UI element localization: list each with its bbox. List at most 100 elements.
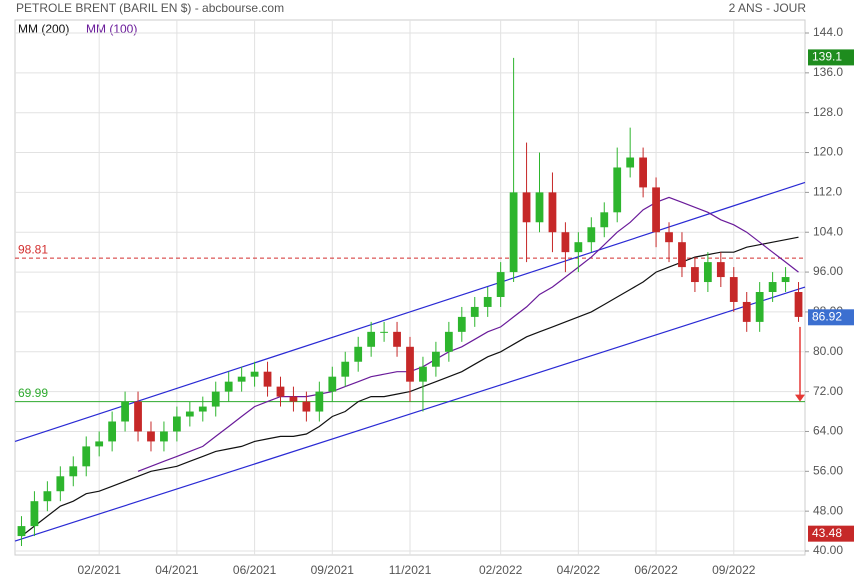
candle-body bbox=[703, 262, 712, 283]
candle-body bbox=[302, 401, 311, 412]
candle-body bbox=[82, 446, 91, 467]
candle-body bbox=[328, 376, 337, 392]
candle-body bbox=[276, 386, 285, 397]
candle-body bbox=[224, 381, 233, 392]
y-tick-label: 120.0 bbox=[813, 145, 843, 159]
candle-body bbox=[548, 192, 557, 233]
y-tick-label: 112.0 bbox=[813, 185, 842, 199]
candle-body bbox=[665, 232, 673, 243]
candle-body bbox=[457, 316, 466, 332]
candle-body bbox=[56, 476, 65, 492]
candle-body bbox=[393, 331, 401, 347]
candle-body bbox=[794, 292, 803, 317]
y-tick-label: 96.00 bbox=[813, 264, 843, 278]
candle-body bbox=[406, 346, 414, 382]
candle-body bbox=[95, 441, 104, 447]
candle-body bbox=[160, 431, 168, 442]
y-tick-label: 72.00 bbox=[813, 384, 843, 398]
candle-body bbox=[354, 346, 363, 362]
candle-body bbox=[185, 411, 194, 417]
candle-body bbox=[496, 272, 505, 297]
x-tick-label: 04/2021 bbox=[155, 563, 199, 577]
candle-body bbox=[432, 351, 440, 367]
candle-body bbox=[755, 292, 764, 322]
candle-body bbox=[574, 242, 583, 253]
price-label-box bbox=[808, 309, 854, 326]
candle-body bbox=[600, 212, 609, 228]
candle-body bbox=[483, 296, 492, 307]
candle-body bbox=[652, 187, 660, 233]
candle-body bbox=[768, 282, 777, 292]
candle-body bbox=[69, 466, 78, 477]
candle-body bbox=[781, 277, 790, 283]
candle-body bbox=[43, 491, 52, 502]
x-tick-label: 09/2021 bbox=[311, 563, 355, 577]
candle-body bbox=[742, 301, 751, 322]
candle-body bbox=[17, 526, 26, 537]
candle-body bbox=[613, 167, 622, 213]
x-tick-label: 09/2022 bbox=[712, 563, 756, 577]
y-tick-label: 80.00 bbox=[813, 344, 843, 358]
candle-body bbox=[108, 421, 117, 442]
candle-body bbox=[509, 192, 518, 273]
moving-average bbox=[137, 196, 799, 472]
x-tick-label: 02/2022 bbox=[479, 563, 523, 577]
candle-body bbox=[134, 401, 142, 432]
y-tick-label: 64.00 bbox=[813, 424, 843, 438]
level-label: 69.99 bbox=[18, 386, 48, 400]
candle-body bbox=[367, 331, 376, 347]
y-tick-label: 40.00 bbox=[813, 543, 843, 557]
candle-body bbox=[419, 366, 427, 382]
candle-body bbox=[470, 306, 479, 317]
candle-body bbox=[30, 501, 39, 527]
target-arrowhead bbox=[795, 394, 805, 402]
y-tick-label: 144.0 bbox=[813, 25, 843, 39]
y-tick-label: 48.00 bbox=[813, 503, 843, 517]
price-label-box bbox=[808, 525, 854, 542]
x-tick-label: 06/2021 bbox=[233, 563, 277, 577]
trend-line bbox=[14, 181, 806, 442]
chart-title: PETROLE BRENT (BARIL EN $) - abcbourse.c… bbox=[16, 1, 284, 15]
candle-body bbox=[522, 192, 531, 223]
candle-body bbox=[289, 396, 298, 402]
candle-body bbox=[444, 331, 453, 352]
price-label: 139.1 bbox=[812, 50, 842, 64]
legend-entry: MM (200) bbox=[18, 22, 69, 36]
price-label-box bbox=[808, 49, 854, 66]
x-tick-label: 02/2021 bbox=[77, 563, 121, 577]
candle-body bbox=[250, 371, 259, 377]
y-tick-label: 128.0 bbox=[813, 105, 843, 119]
candle-body bbox=[639, 157, 647, 188]
candle-body bbox=[237, 376, 246, 382]
candle-body bbox=[147, 431, 155, 442]
candle-body bbox=[535, 192, 544, 223]
x-tick-label: 11/2021 bbox=[389, 563, 432, 577]
candle-body bbox=[678, 242, 686, 268]
y-tick-label: 56.00 bbox=[813, 463, 843, 477]
trend-line bbox=[14, 286, 806, 542]
candle-body bbox=[587, 227, 596, 243]
candle-body bbox=[561, 232, 570, 253]
candle-body bbox=[263, 371, 272, 387]
period-label: 2 ANS - JOUR bbox=[729, 1, 807, 15]
x-tick-label: 04/2022 bbox=[557, 563, 601, 577]
level-label: 98.81 bbox=[18, 242, 48, 256]
x-tick-label: 06/2022 bbox=[634, 563, 678, 577]
candle-body bbox=[173, 416, 181, 432]
candle-body bbox=[729, 277, 738, 302]
price-label: 43.48 bbox=[812, 526, 842, 540]
candle-body bbox=[341, 361, 350, 377]
candle-body bbox=[198, 406, 207, 412]
candle-body bbox=[626, 157, 635, 168]
y-tick-label: 104.0 bbox=[813, 224, 843, 238]
price-label: 86.92 bbox=[812, 309, 842, 323]
candle-body bbox=[691, 267, 699, 283]
y-tick-label: 136.0 bbox=[813, 65, 843, 79]
candle-body bbox=[315, 391, 324, 412]
candle-body bbox=[716, 262, 725, 278]
candle-body bbox=[121, 401, 129, 422]
candle-body bbox=[380, 331, 388, 333]
candle-body bbox=[211, 391, 220, 407]
